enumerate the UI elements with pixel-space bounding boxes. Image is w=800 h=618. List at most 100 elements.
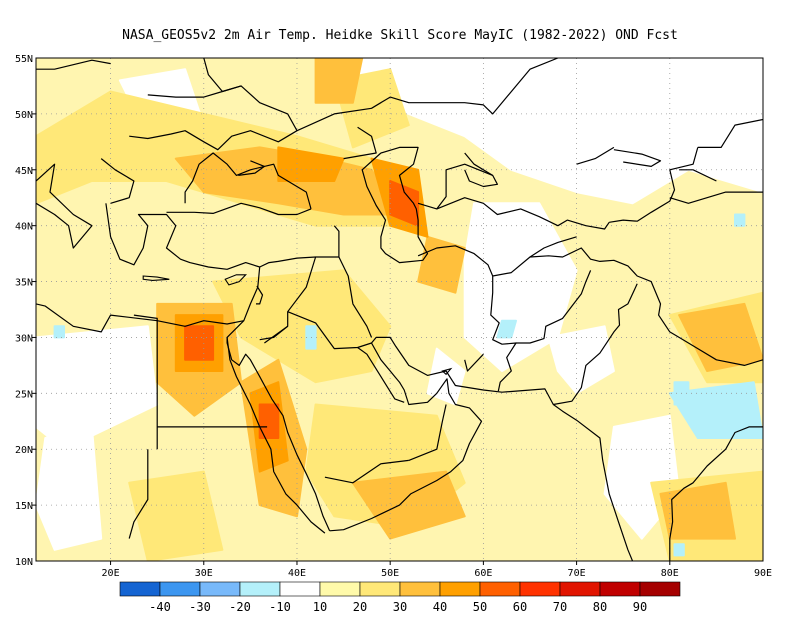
coast-line-38 (256, 285, 264, 305)
coast-line-29 (417, 163, 493, 210)
island-2 (3, 215, 15, 237)
coast-line-40 (343, 126, 377, 160)
colorbar-label: 50 (473, 600, 487, 614)
colorbar-label: 40 (433, 600, 447, 614)
lat-tick-label: 30N (15, 333, 33, 344)
skill-region-22 (314, 58, 364, 104)
colorbar-swatch-10 (519, 581, 561, 597)
skill-region-26 (277, 146, 345, 182)
island-1 (142, 275, 170, 281)
lon-tick-label: 80E (661, 568, 679, 579)
coast-line-32 (100, 158, 135, 204)
lat-tick-label: 40N (15, 222, 33, 233)
coast-line-39 (464, 353, 484, 372)
coast-line-15 (259, 225, 340, 268)
coast-line-0 (36, 163, 93, 249)
colorbar-label: 30 (393, 600, 407, 614)
coast-line-25 (516, 270, 592, 344)
lon-tick-label: 60E (474, 568, 492, 579)
skill-region-13 (128, 470, 224, 561)
island-0 (224, 274, 247, 286)
colorbar-label: 90 (633, 600, 647, 614)
colorbar-swatch-12 (599, 581, 641, 597)
coast-line-12 (133, 314, 158, 450)
map-plot-area (3, 58, 763, 561)
colorbar-label: 10 (313, 600, 327, 614)
coast-line-4 (36, 266, 261, 333)
coast-line-20 (357, 347, 405, 403)
lat-tick-label: 55N (15, 54, 33, 65)
coast-line-8 (669, 426, 763, 561)
island-3 (441, 367, 453, 376)
colorbar-swatch-5 (319, 581, 361, 597)
coast-line-9 (361, 146, 429, 264)
skill-region-30 (305, 325, 317, 350)
coastlines-borders (3, 58, 763, 561)
lat-tick-label: 50N (15, 110, 33, 121)
lon-tick-label: 90E (754, 568, 772, 579)
colorbar-label: 20 (353, 600, 367, 614)
lat-tick-label: 25N (15, 389, 33, 400)
coast-line-6 (226, 337, 326, 534)
skill-region-36 (673, 543, 685, 557)
skill-region-3 (36, 425, 103, 551)
skill-region-2 (36, 325, 159, 451)
colorbar: -40 -30 -20 -10 10 20 30 40 50 60 70 80 90 (119, 581, 681, 614)
colorbar-swatch-4 (279, 581, 321, 597)
lat-tick-label: 10N (15, 557, 33, 568)
colorbar-swatch-13 (639, 581, 681, 597)
colorbar-label: 70 (553, 600, 567, 614)
lat-tick-label: 15N (15, 501, 33, 512)
coast-line-34 (203, 58, 242, 93)
coast-line-26 (553, 283, 638, 406)
grid-lines (36, 58, 763, 561)
skill-region-34 (53, 325, 65, 339)
skill-region-33 (668, 381, 763, 439)
lon-tick-label: 30E (195, 568, 213, 579)
skill-region-21 (659, 481, 736, 540)
colorbar-label: 80 (593, 600, 607, 614)
coast-line-1 (105, 203, 260, 270)
colorbar-label: -10 (269, 600, 291, 614)
lat-tick-label: 35N (15, 278, 33, 289)
lon-tick-label: 20E (102, 568, 120, 579)
coast-line-35 (36, 59, 111, 70)
colorbar-label: 60 (513, 600, 527, 614)
coast-line-19 (259, 325, 289, 341)
colorbar-swatch-9 (479, 581, 521, 597)
coast-line-33 (129, 85, 298, 151)
skill-region-18 (417, 235, 466, 294)
latitude-axis: 10N 15N 20N 25N 30N 35N 40N 45N 50N 55N (15, 54, 36, 568)
colorbar-swatch-8 (439, 581, 481, 597)
coast-line-36 (296, 58, 559, 132)
colorbar-label: -20 (229, 600, 251, 614)
coast-line-21 (408, 404, 447, 461)
coast-line-30 (609, 147, 699, 223)
coast-line-11 (613, 149, 662, 167)
coast-line-43 (238, 160, 265, 176)
skill-region-1 (463, 202, 578, 372)
coast-line-37 (669, 191, 763, 204)
skill-region-19 (351, 470, 466, 540)
colorbar-swatch-7 (399, 581, 441, 597)
coast-line-24 (492, 247, 763, 366)
colorbar-swatch-1 (159, 581, 201, 597)
coast-line-41 (679, 169, 717, 182)
lat-tick-label: 20N (15, 445, 33, 456)
coast-line-42 (576, 146, 615, 165)
coast-line-2 (166, 202, 312, 216)
coast-line-18 (338, 256, 373, 338)
skill-region-35 (734, 213, 746, 227)
skill-region-27 (184, 325, 215, 361)
lat-tick-label: 45N (15, 166, 33, 177)
colorbar-label: -40 (149, 600, 171, 614)
lon-tick-label: 50E (381, 568, 399, 579)
coast-line-7 (329, 336, 634, 561)
colorbar-swatch-3 (239, 581, 281, 597)
lon-tick-label: 40E (288, 568, 306, 579)
coast-line-10 (464, 152, 498, 188)
coast-line-3 (184, 152, 312, 210)
skill-region-4 (547, 325, 615, 395)
colorbar-swatch-2 (199, 581, 241, 597)
